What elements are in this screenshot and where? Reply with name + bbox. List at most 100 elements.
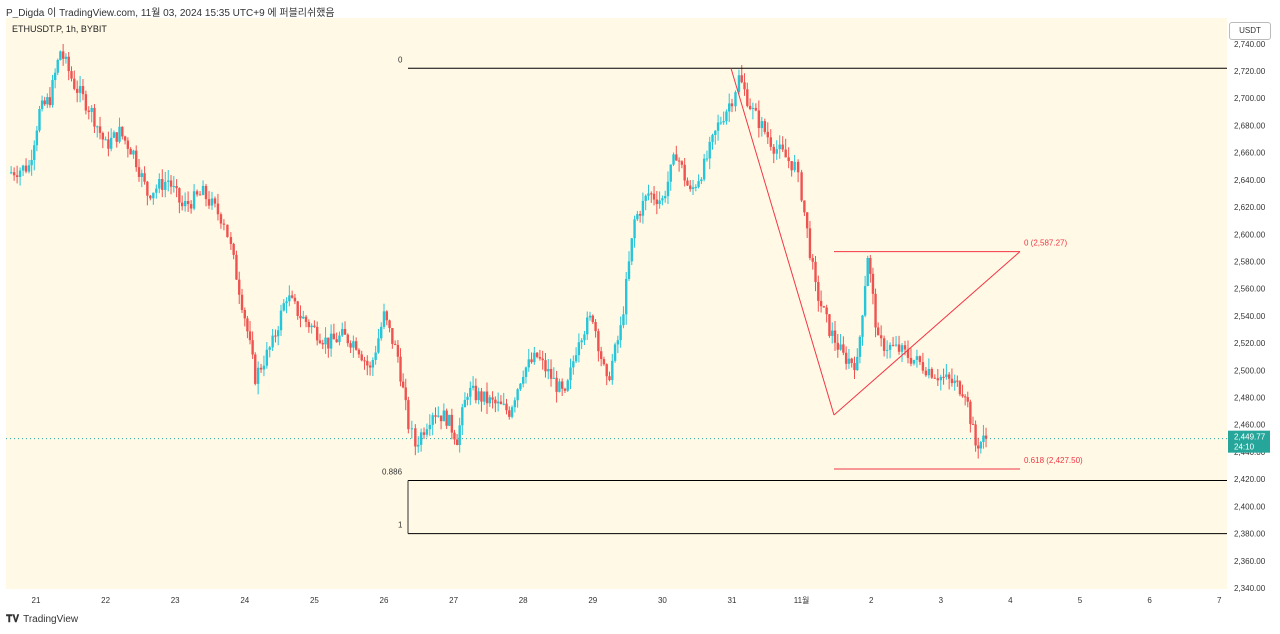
candle-body: [357, 349, 361, 355]
y-tick-label: 2,480.00: [1234, 394, 1266, 403]
candle-body: [828, 314, 831, 336]
x-tick-label: 21: [32, 596, 41, 605]
candle-body: [775, 149, 778, 154]
candle-body: [977, 445, 980, 449]
candle-body: [641, 200, 645, 216]
candle-body: [183, 201, 187, 207]
candle-body: [216, 203, 220, 215]
candle-body: [172, 186, 176, 188]
y-tick-label: 2,660.00: [1234, 149, 1266, 158]
candle-body: [115, 132, 118, 142]
candle-body: [59, 51, 62, 61]
candle-body: [619, 325, 622, 341]
candle-body: [466, 396, 469, 400]
candle-body: [793, 161, 796, 171]
candle-body: [947, 374, 951, 379]
candle-body: [388, 320, 391, 329]
candle-body: [313, 325, 316, 327]
candle-body: [630, 238, 633, 262]
candle-body: [658, 200, 661, 205]
candle-body: [64, 56, 68, 59]
footer-brand: TradingView: [23, 614, 79, 625]
candle-body: [675, 154, 678, 161]
candle-body: [33, 145, 36, 160]
candle-body: [104, 139, 107, 141]
time-axis[interactable]: [6, 590, 1227, 608]
candle-body: [644, 195, 647, 201]
y-tick-label: 2,580.00: [1234, 257, 1266, 266]
candle-body: [680, 161, 684, 165]
candle-body: [75, 88, 79, 93]
candle-body: [519, 383, 522, 390]
candle-body: [655, 199, 659, 205]
candle-body: [27, 165, 31, 172]
candle-body: [335, 339, 338, 343]
candle-body: [930, 368, 934, 378]
y-tick-label: 2,540.00: [1234, 312, 1266, 321]
y-tick-label: 2,640.00: [1234, 176, 1266, 185]
candle-body: [558, 381, 561, 392]
candle-body: [863, 286, 867, 316]
fib-level-label: 1: [398, 521, 403, 530]
candle-body: [341, 328, 344, 336]
candle-body: [132, 150, 135, 155]
candle-body: [67, 56, 70, 72]
candle-body: [535, 352, 539, 357]
candle-body: [572, 361, 575, 368]
candle-body: [686, 180, 689, 186]
candle-body: [321, 343, 324, 345]
candle-body: [123, 136, 127, 141]
candle-body: [425, 429, 429, 435]
candle-body: [769, 137, 772, 147]
y-tick-label: 2,560.00: [1234, 285, 1266, 294]
currency-button[interactable]: USDT: [1229, 22, 1271, 40]
x-tick-label: 31: [728, 596, 737, 605]
x-tick-label: 24: [240, 596, 249, 605]
candle-body: [385, 311, 388, 321]
candle-body: [149, 195, 152, 199]
candle-body: [18, 170, 22, 178]
candle-body: [900, 345, 904, 352]
candle-body: [580, 340, 583, 343]
candle-body: [259, 367, 263, 370]
candle-body: [711, 134, 714, 142]
candle-body: [246, 318, 249, 332]
candle-body: [672, 154, 675, 165]
candle-body: [483, 391, 486, 402]
candle-body: [866, 258, 869, 287]
candle-body: [569, 367, 572, 381]
price-axis[interactable]: [1228, 18, 1280, 589]
candle-body: [192, 191, 196, 209]
candle-body: [725, 111, 728, 122]
candle-body: [933, 377, 937, 379]
candle-body: [268, 347, 271, 350]
candle-body: [477, 391, 480, 401]
candle-body: [527, 359, 530, 368]
chart-plot-area[interactable]: [6, 18, 1227, 589]
candle-body: [844, 352, 848, 364]
x-tick-label: 2: [869, 596, 874, 605]
candle-body: [401, 381, 405, 388]
candle-body: [927, 368, 931, 376]
candle-body: [417, 444, 420, 447]
candle-body: [602, 359, 606, 365]
candle-body: [169, 180, 173, 187]
x-tick-label: 6: [1147, 596, 1152, 605]
candle-body: [616, 340, 620, 345]
candle-body: [689, 185, 692, 190]
y-tick-label: 2,360.00: [1234, 557, 1266, 566]
candle-body: [391, 328, 394, 344]
tradingview-logo-icon: 𝐓𝐕: [6, 614, 20, 625]
x-tick-label: 23: [171, 596, 180, 605]
x-tick-label: 30: [658, 596, 667, 605]
y-tick-label: 2,520.00: [1234, 339, 1266, 348]
candle-body: [140, 173, 143, 177]
y-tick-label: 2,620.00: [1234, 203, 1266, 212]
candle-body: [814, 261, 817, 283]
candle-body: [43, 100, 46, 105]
candle-body: [271, 335, 274, 348]
candle-body: [945, 374, 948, 378]
candle-body: [285, 301, 288, 304]
candle-body: [858, 336, 862, 357]
candle-body: [38, 109, 41, 131]
